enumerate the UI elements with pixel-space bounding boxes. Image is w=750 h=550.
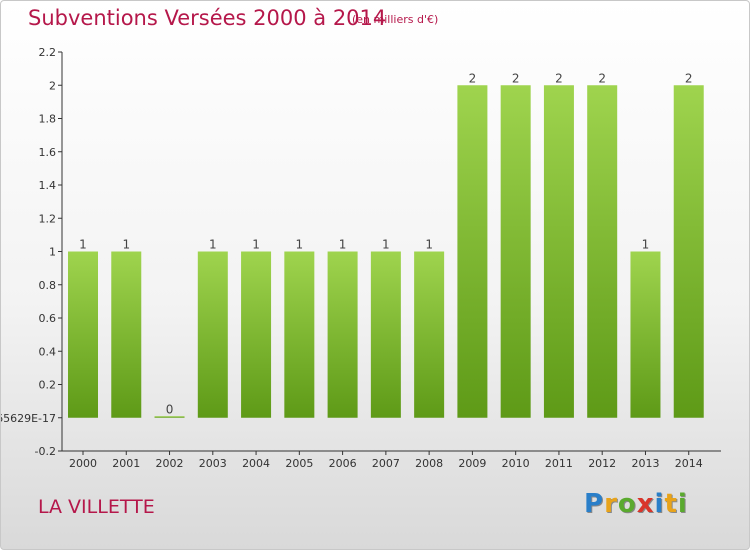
logo-letter: t bbox=[664, 489, 678, 519]
data-label: 2 bbox=[469, 71, 477, 85]
logo-letter: i bbox=[654, 489, 665, 519]
data-label: 2 bbox=[598, 71, 606, 85]
bar bbox=[587, 85, 618, 418]
y-tick-label: 1.8 bbox=[39, 113, 57, 126]
bar bbox=[543, 85, 574, 418]
data-label: 1 bbox=[642, 238, 650, 252]
y-axis: 2.2 2 1.8 1.6 1.4 1.2 1 0.8 0.6 0.4 0.2 -1.5265629E… bbox=[1, 46, 63, 458]
x-tick-label: 2014 bbox=[675, 457, 703, 470]
data-label: 1 bbox=[122, 238, 130, 252]
data-label: 2 bbox=[512, 71, 520, 85]
logo-letter: x bbox=[636, 489, 655, 519]
y-tick-label: 0.4 bbox=[39, 345, 57, 358]
y-tick-label: 1.2 bbox=[39, 212, 57, 225]
bar bbox=[370, 251, 401, 418]
x-tick-label: 2003 bbox=[199, 457, 227, 470]
x-tick-label: 2002 bbox=[156, 457, 184, 470]
data-label: 2 bbox=[685, 71, 693, 85]
data-labels: 1 1 0 1 1 1 1 1 1 2 2 2 2 1 2 bbox=[79, 71, 692, 416]
bar bbox=[197, 251, 228, 418]
y-tick-label: -0.2 bbox=[35, 445, 56, 458]
bar bbox=[111, 251, 142, 418]
logo-letter: o bbox=[617, 489, 637, 519]
x-tick-label: 2011 bbox=[545, 457, 573, 470]
bar bbox=[630, 251, 661, 418]
data-label: 1 bbox=[79, 238, 87, 252]
bar bbox=[241, 251, 272, 418]
x-tick-label: 2000 bbox=[69, 457, 97, 470]
bar bbox=[414, 251, 445, 418]
data-label: 1 bbox=[425, 238, 433, 252]
y-tick-label: 2 bbox=[49, 79, 56, 92]
bar-chart: 2.2 2 1.8 1.6 1.4 1.2 1 0.8 0.6 0.4 0.2 -1.5265629E… bbox=[1, 46, 721, 470]
bar bbox=[457, 85, 488, 418]
y-tick-label: 1.4 bbox=[39, 179, 57, 192]
logo-letter: i bbox=[677, 489, 688, 519]
bar bbox=[500, 85, 531, 418]
x-tick-label: 2010 bbox=[502, 457, 530, 470]
y-tick-label: 0.8 bbox=[39, 279, 57, 292]
data-label: 1 bbox=[252, 238, 260, 252]
bars bbox=[68, 85, 704, 418]
x-tick-label: 2007 bbox=[372, 457, 400, 470]
y-tick-label: 2.2 bbox=[39, 46, 57, 59]
data-label: 0 bbox=[166, 402, 174, 416]
logo-letter: P bbox=[584, 489, 605, 519]
x-tick-label: 2008 bbox=[415, 457, 443, 470]
data-label: 1 bbox=[209, 238, 217, 252]
bar bbox=[284, 251, 315, 418]
bar bbox=[673, 85, 704, 418]
x-tick-label: 2005 bbox=[285, 457, 313, 470]
data-label: 1 bbox=[382, 238, 390, 252]
y-tick-label: -1.5265629E-17 bbox=[1, 412, 56, 425]
bar bbox=[154, 416, 185, 418]
logo-letter: r bbox=[604, 489, 618, 519]
data-label: 1 bbox=[296, 238, 304, 252]
x-tick-label: 2006 bbox=[329, 457, 357, 470]
x-axis: 2000 2001 2002 2003 2004 2005 2006 2007 2008 2009… bbox=[62, 450, 721, 470]
y-tick-label: 0.6 bbox=[39, 312, 57, 325]
commune-name: LA VILLETTE bbox=[38, 496, 155, 518]
chart-title: Subventions Versées 2000 à 2014 bbox=[28, 6, 387, 30]
y-tick-label: 1.6 bbox=[39, 146, 57, 159]
bar bbox=[327, 251, 358, 418]
data-label: 2 bbox=[555, 71, 563, 85]
chart-unit-label: (en milliers d'€) bbox=[352, 13, 439, 26]
proxiti-logo[interactable]: Proxiti bbox=[584, 489, 688, 519]
data-label: 1 bbox=[339, 238, 347, 252]
x-tick-label: 2004 bbox=[242, 457, 270, 470]
x-tick-label: 2009 bbox=[458, 457, 486, 470]
y-tick-label: 1 bbox=[49, 246, 56, 259]
x-tick-label: 2001 bbox=[112, 457, 140, 470]
bar bbox=[68, 251, 98, 418]
y-tick-label: 0.2 bbox=[39, 379, 57, 392]
x-tick-label: 2012 bbox=[588, 457, 616, 470]
x-tick-label: 2013 bbox=[631, 457, 659, 470]
